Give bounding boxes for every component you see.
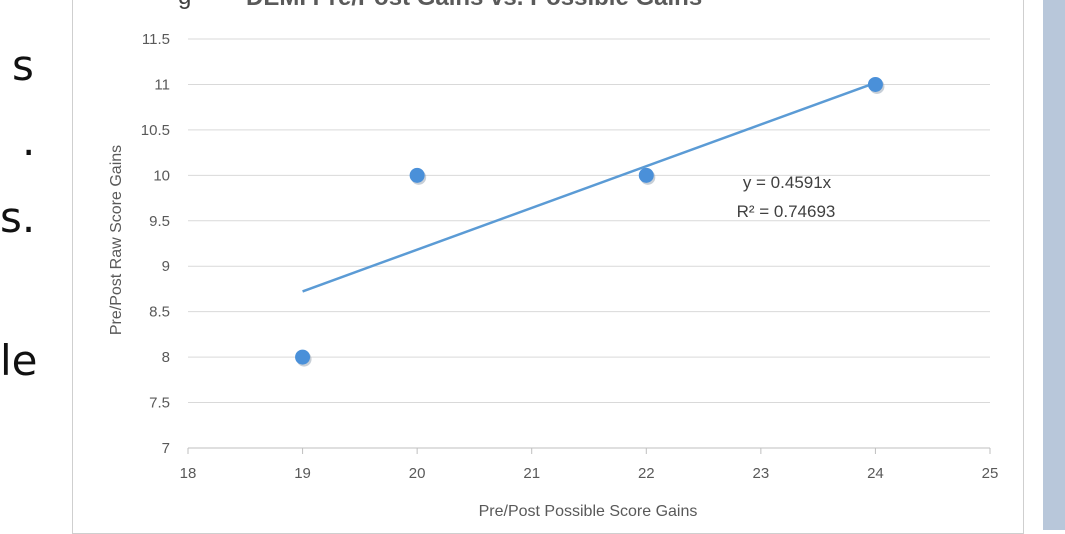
points-layer [295,76,885,367]
slide-text-fragment-4: le [0,336,38,385]
trendline-r-squared: R² = 0.74693 [737,202,836,221]
x-tick-label: 18 [180,465,197,482]
x-axis-label: Pre/Post Possible Score Gains [479,503,698,520]
slide-text-fragment-2: . [22,116,36,165]
slide-text-fragment-1: s [12,41,34,90]
y-tick-label: 8.5 [149,304,170,321]
chart-title: DEMI Pre/Post Gains vs. Possible Gains [246,0,702,11]
y-tick-label: 11 [154,76,170,93]
y-axis-label: Pre/Post Raw Score Gains [108,145,125,335]
labels-layer: Pre/Post Possible Score Gains Pre/Post R… [108,145,835,520]
data-point [295,349,311,365]
y-tick-label: 11.5 [142,31,170,48]
trendline-equation: y = 0.4591x [743,173,832,192]
trendline [302,81,876,293]
data-point [867,76,883,92]
grid-layer [188,38,990,404]
chart-frame [72,0,1024,534]
y-tick-label: 10.5 [141,122,170,139]
axis-layer: 11.5 11 10.5 10 9.5 9 8.5 8 7.5 7 18 19 20 21 22 23 24 25 [141,31,999,482]
y-tick-label: 7.5 [149,395,170,412]
data-point [638,167,654,183]
y-tick-label: 7 [162,440,170,457]
y-tick-label: 9.5 [149,213,170,230]
y-tick-label: 9 [162,258,170,275]
x-tick-label: 23 [753,465,770,482]
x-tick-label: 24 [867,465,884,482]
y-tick-label: 8 [162,349,170,366]
slide-heading-fragment: g [178,0,191,10]
x-tick-label: 22 [638,465,655,482]
slide-side-bar [1043,0,1065,530]
x-tick-label: 21 [523,465,540,482]
data-point [409,167,425,183]
slide-text-fragment-3: s. [0,193,36,242]
x-tick-label: 20 [409,465,426,482]
slide-edge-divider [1040,0,1043,530]
trendline-layer [302,81,876,293]
y-tick-label: 10 [153,167,170,184]
x-tick-label: 25 [982,465,999,482]
x-tick-label: 19 [294,465,311,482]
